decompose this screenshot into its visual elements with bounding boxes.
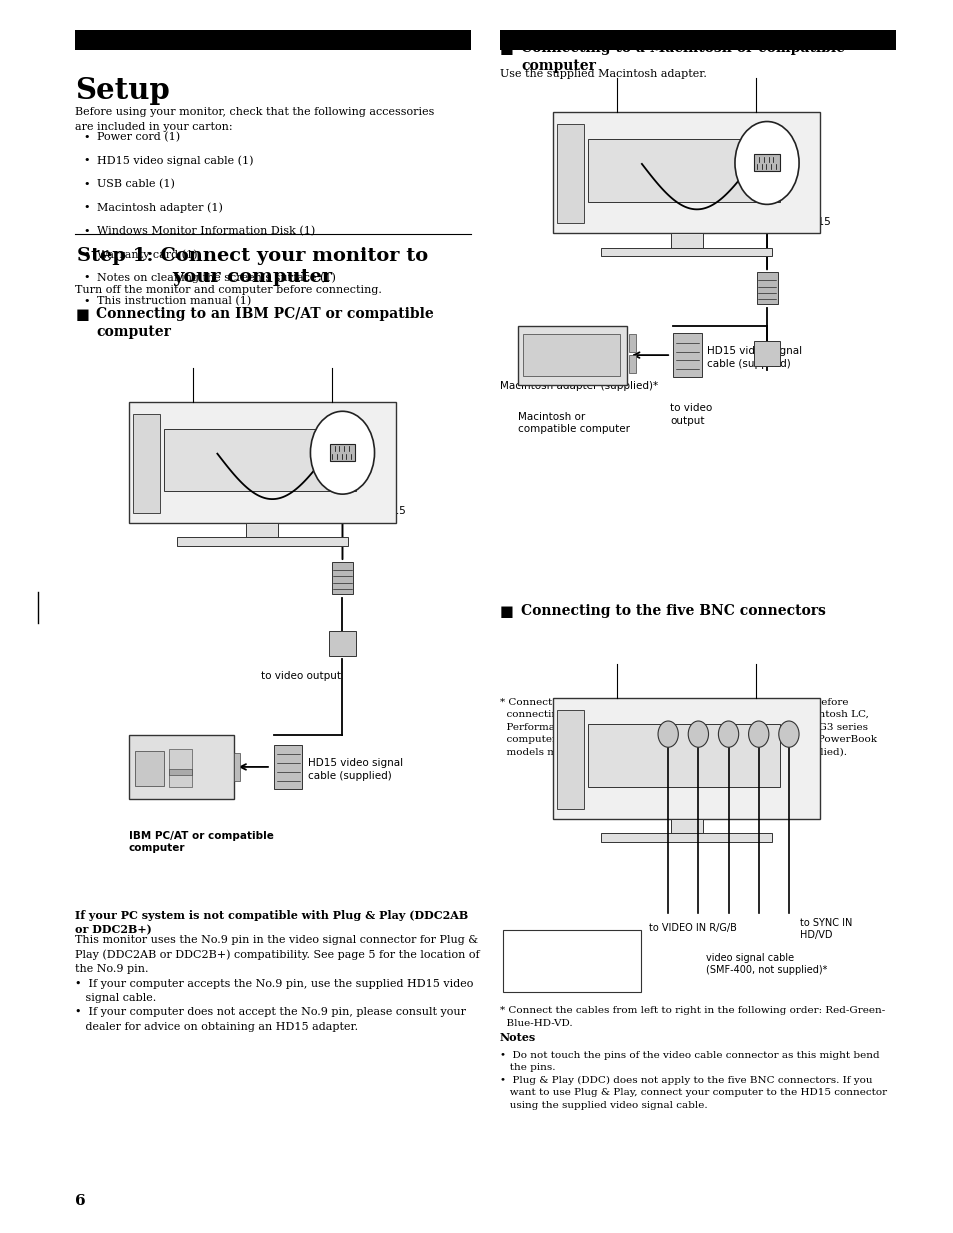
Bar (587, 725, 780, 788)
Bar (246, 523, 278, 538)
Text: Turn off the monitor and computer before connecting.: Turn off the monitor and computer before… (75, 285, 382, 295)
Text: •: • (83, 272, 90, 282)
Text: Power cord (1): Power cord (1) (97, 132, 180, 142)
Bar (233, 753, 240, 780)
Text: Setup: Setup (75, 76, 170, 106)
Circle shape (687, 721, 708, 747)
Text: video signal cable
(SMF-400, not supplied)*: video signal cable (SMF-400, not supplie… (705, 953, 826, 975)
Bar (502, 930, 640, 991)
Text: •: • (83, 179, 90, 189)
Bar (756, 272, 777, 305)
Bar (129, 735, 233, 799)
Text: to video
output: to video output (669, 403, 712, 425)
Bar (557, 125, 583, 223)
Text: •  Do not touch the pins of the video cable connector as this might bend
   the : • Do not touch the pins of the video cab… (499, 1051, 886, 1110)
Bar (75, 30, 471, 49)
Text: Connecting to an IBM PC/AT or compatible
computer: Connecting to an IBM PC/AT or compatible… (96, 307, 434, 339)
Text: ■: ■ (499, 41, 514, 55)
Bar (129, 402, 395, 523)
Text: * Connect the supplied Macintosh adapter to the computer before
  connecting the: * Connect the supplied Macintosh adapter… (499, 698, 876, 757)
Bar (169, 748, 192, 788)
Text: Notes on cleaning the screen’s surface (1): Notes on cleaning the screen’s surface (… (97, 272, 335, 284)
Bar (499, 30, 895, 49)
Text: HD15 video signal cable (1): HD15 video signal cable (1) (97, 155, 253, 166)
Bar (553, 698, 820, 819)
Text: Warranty card (1): Warranty card (1) (97, 249, 197, 260)
Bar (753, 342, 780, 366)
Bar (135, 751, 164, 787)
Text: •: • (83, 249, 90, 259)
Text: This monitor uses the No.9 pin in the video signal connector for Plug &
Play (DD: This monitor uses the No.9 pin in the vi… (75, 935, 479, 1032)
Text: This instruction manual (1): This instruction manual (1) (97, 296, 252, 306)
Text: HD15 video signal
cable (supplied): HD15 video signal cable (supplied) (308, 758, 403, 780)
Bar (672, 333, 700, 377)
Text: IBM PC/AT or compatible
computer: IBM PC/AT or compatible computer (129, 831, 274, 853)
Text: •: • (83, 155, 90, 165)
Circle shape (310, 412, 375, 494)
Text: Macintosh adapter (1): Macintosh adapter (1) (97, 202, 223, 213)
Bar (670, 819, 702, 834)
Circle shape (778, 721, 799, 747)
Text: •: • (83, 226, 90, 236)
Bar (557, 710, 583, 809)
Text: Notes: Notes (499, 1032, 536, 1043)
Text: Windows Monitor Information Disk (1): Windows Monitor Information Disk (1) (97, 226, 315, 236)
Bar (332, 562, 353, 594)
Text: ■: ■ (499, 604, 514, 619)
Text: to HD15: to HD15 (787, 217, 830, 227)
Text: 6: 6 (75, 1195, 86, 1208)
Text: to VIDEO IN R/G/B: to VIDEO IN R/G/B (648, 922, 737, 933)
Bar (169, 769, 192, 774)
Bar (600, 248, 772, 256)
Bar (600, 834, 772, 842)
Bar (132, 414, 159, 513)
Circle shape (658, 721, 678, 747)
Text: to video output: to video output (261, 671, 341, 681)
Bar (330, 444, 355, 461)
Text: •: • (83, 132, 90, 142)
Bar (517, 326, 626, 385)
Text: USB cable (1): USB cable (1) (97, 179, 175, 189)
Text: Use the supplied Macintosh adapter.: Use the supplied Macintosh adapter. (499, 69, 706, 79)
Text: Before using your monitor, check that the following accessories
are included in : Before using your monitor, check that th… (75, 107, 435, 132)
Bar (553, 112, 820, 233)
Text: ■: ■ (75, 307, 90, 322)
Bar (274, 745, 302, 789)
Bar (329, 631, 355, 656)
Text: Macintosh adapter (supplied)*: Macintosh adapter (supplied)* (499, 381, 658, 391)
Bar (670, 233, 702, 248)
Circle shape (718, 721, 738, 747)
Bar (754, 154, 779, 171)
Bar (522, 334, 618, 376)
Circle shape (748, 721, 768, 747)
Bar (176, 538, 348, 546)
Text: Macintosh or
compatible computer: Macintosh or compatible computer (517, 412, 629, 434)
Text: If your PC system is not compatible with Plug & Play (DDC2AB
or DDC2B+): If your PC system is not compatible with… (75, 910, 468, 936)
Circle shape (734, 122, 799, 205)
Text: * Connect the cables from left to right in the following order: Red-Green-
  Blu: * Connect the cables from left to right … (499, 1006, 884, 1027)
Bar (629, 334, 635, 353)
Text: to SYNC IN
HD/VD: to SYNC IN HD/VD (800, 917, 852, 941)
Bar (629, 355, 635, 372)
Text: Connecting to a Macintosh or compatible
computer: Connecting to a Macintosh or compatible … (520, 41, 844, 73)
Text: •: • (83, 202, 90, 212)
Bar (163, 429, 355, 492)
Text: Connecting to the five BNC connectors: Connecting to the five BNC connectors (520, 604, 825, 618)
Text: •: • (83, 296, 90, 306)
Text: Step 1: Connect your monitor to
your computer: Step 1: Connect your monitor to your com… (77, 247, 428, 286)
Bar (587, 139, 780, 202)
Text: to HD15: to HD15 (363, 507, 406, 517)
Text: HD15 video signal
cable (supplied): HD15 video signal cable (supplied) (707, 346, 801, 369)
Text: Refer to the preceding
examples to connect to your
computer.: Refer to the preceding examples to conne… (509, 937, 639, 970)
